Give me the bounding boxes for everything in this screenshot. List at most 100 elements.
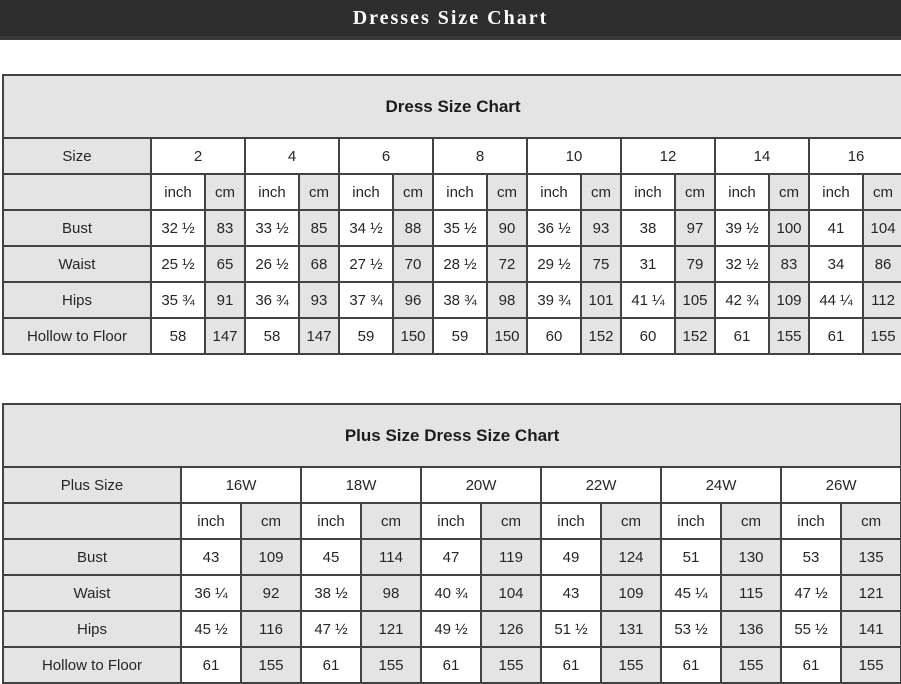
measurement-value-cm: 116 — [240, 610, 302, 648]
measurement-value-inch: 33 ½ — [244, 209, 300, 247]
measurement-value-cm: 85 — [298, 209, 340, 247]
measurement-value-inch: 47 — [420, 538, 482, 576]
measurement-value-inch: 53 — [780, 538, 842, 576]
measurement-value-cm: 155 — [360, 646, 422, 684]
unit-header-inch: inch — [300, 502, 362, 540]
measurement-label: Waist — [2, 245, 152, 283]
measurement-value-inch: 39 ¾ — [526, 281, 582, 319]
plus-size-dress-size-chart-table: Plus Size Dress Size Chart Plus Size 16W 18… — [1, 403, 901, 684]
unit-header-inch: inch — [714, 173, 770, 211]
measurement-value-inch: 32 ½ — [150, 209, 206, 247]
measurement-value-inch: 58 — [150, 317, 206, 355]
measurement-value-cm: 92 — [240, 574, 302, 612]
measurement-label: Hollow to Floor — [2, 317, 152, 355]
measurement-value-cm: 109 — [768, 281, 810, 319]
measurement-value-inch: 59 — [432, 317, 488, 355]
measurement-value-cm: 100 — [768, 209, 810, 247]
page-title-bar: Dresses Size Chart — [0, 0, 901, 40]
measurement-value-cm: 121 — [839, 574, 901, 612]
measurement-value-cm: 150 — [486, 317, 528, 355]
unit-header-inch: inch — [338, 173, 394, 211]
size-header: 2 — [150, 137, 246, 175]
measurement-value-inch: 42 ¾ — [714, 281, 770, 319]
measurement-value-cm: 114 — [360, 538, 422, 576]
measurement-value-inch: 53 ½ — [660, 610, 722, 648]
page-title: Dresses Size Chart — [352, 6, 549, 29]
measurement-label: Hollow to Floor — [2, 646, 182, 684]
measurement-value-inch: 60 — [620, 317, 676, 355]
measurement-value-inch: 34 ½ — [338, 209, 394, 247]
measurement-value-cm: 135 — [839, 538, 901, 576]
size-header: 16 — [807, 137, 901, 175]
measurement-value-inch: 60 — [526, 317, 582, 355]
measurement-value-cm: 72 — [486, 245, 528, 283]
measurement-value-inch: 41 — [808, 209, 864, 247]
measurement-value-inch: 61 — [540, 646, 602, 684]
measurement-value-inch: 38 — [620, 209, 676, 247]
size-header: 24W — [660, 466, 782, 504]
measurement-value-cm: 83 — [768, 245, 810, 283]
table-title: Dress Size Chart — [1, 74, 901, 139]
measurement-value-cm: 130 — [720, 538, 782, 576]
measurement-value-inch: 45 ½ — [180, 610, 242, 648]
measurement-value-cm: 112 — [861, 281, 901, 319]
measurement-value-inch: 38 ¾ — [432, 281, 488, 319]
measurement-value-cm: 155 — [480, 646, 542, 684]
measurement-value-inch: 61 — [420, 646, 482, 684]
measurement-value-inch: 61 — [180, 646, 242, 684]
measurement-value-inch: 58 — [244, 317, 300, 355]
size-header: 16W — [180, 466, 302, 504]
measurement-value-cm: 83 — [204, 209, 246, 247]
measurement-value-inch: 32 ½ — [714, 245, 770, 283]
measurement-value-inch: 49 ½ — [420, 610, 482, 648]
size-header: 14 — [714, 137, 810, 175]
unit-header-inch: inch — [540, 502, 602, 540]
measurement-value-inch: 51 ½ — [540, 610, 602, 648]
unit-header-cm: cm — [392, 173, 434, 211]
measurement-value-cm: 155 — [861, 317, 901, 355]
unit-header-inch: inch — [660, 502, 722, 540]
size-header: 18W — [300, 466, 422, 504]
measurement-value-cm: 109 — [600, 574, 662, 612]
measurement-value-inch: 43 — [180, 538, 242, 576]
measurement-value-cm: 98 — [486, 281, 528, 319]
measurement-value-cm: 91 — [204, 281, 246, 319]
unit-header-inch: inch — [432, 173, 488, 211]
measurement-value-cm: 150 — [392, 317, 434, 355]
measurement-value-inch: 45 — [300, 538, 362, 576]
measurement-label: Bust — [2, 209, 152, 247]
measurement-value-cm: 119 — [480, 538, 542, 576]
measurement-value-inch: 61 — [780, 646, 842, 684]
measurement-value-cm: 97 — [674, 209, 716, 247]
measurement-value-inch: 61 — [714, 317, 770, 355]
measurement-value-inch: 25 ½ — [150, 245, 206, 283]
unit-header-inch: inch — [808, 173, 864, 211]
measurement-value-cm: 147 — [204, 317, 246, 355]
unit-header-cm: cm — [861, 173, 901, 211]
unit-header-inch: inch — [620, 173, 676, 211]
dress-size-chart-section: Dress Size Chart Size 2 4 6 8 10 12 14 16 inch cm in… — [1, 74, 901, 355]
measurement-value-cm: 155 — [720, 646, 782, 684]
size-header: 22W — [540, 466, 662, 504]
measurement-value-cm: 86 — [861, 245, 901, 283]
measurement-value-cm: 75 — [580, 245, 622, 283]
measurement-value-cm: 79 — [674, 245, 716, 283]
measurement-label: Waist — [2, 574, 182, 612]
measurement-value-inch: 47 ½ — [780, 574, 842, 612]
measurement-value-cm: 101 — [580, 281, 622, 319]
size-corner-label: Plus Size — [2, 466, 182, 504]
measurement-value-inch: 29 ½ — [526, 245, 582, 283]
measurement-value-inch: 35 ½ — [432, 209, 488, 247]
measurement-value-cm: 68 — [298, 245, 340, 283]
measurement-value-cm: 104 — [861, 209, 901, 247]
measurement-value-inch: 36 ½ — [526, 209, 582, 247]
measurement-value-inch: 39 ½ — [714, 209, 770, 247]
table-title: Plus Size Dress Size Chart — [1, 403, 901, 468]
size-header: 26W — [779, 466, 901, 504]
measurement-value-cm: 121 — [360, 610, 422, 648]
measurement-value-cm: 155 — [768, 317, 810, 355]
unit-header-cm: cm — [298, 173, 340, 211]
measurement-value-inch: 59 — [338, 317, 394, 355]
measurement-value-inch: 35 ¾ — [150, 281, 206, 319]
unit-header-cm: cm — [674, 173, 716, 211]
